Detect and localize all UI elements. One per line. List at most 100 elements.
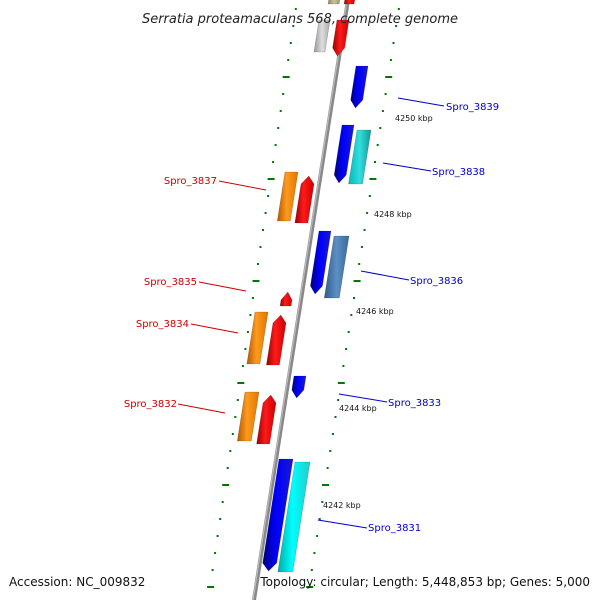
gene-block-spro-3833[interactable] xyxy=(291,375,307,399)
genome-backbone xyxy=(252,0,350,600)
tick-mark xyxy=(313,552,316,554)
gene-label-spro-3834[interactable]: Spro_3834 xyxy=(136,319,189,330)
tick-mark xyxy=(231,433,234,435)
tick-mark xyxy=(379,127,382,129)
tick-mark xyxy=(392,42,395,44)
tick-mark xyxy=(329,450,332,452)
tick-mark xyxy=(229,450,232,452)
tick-mark xyxy=(226,467,229,469)
tick-mark xyxy=(236,399,239,401)
tick-mark xyxy=(207,586,215,588)
tick-mark xyxy=(358,263,361,265)
tick-mark xyxy=(267,178,275,180)
tick-mark xyxy=(376,144,379,146)
gene-block-top-grey[interactable] xyxy=(313,19,331,53)
gene-label-spro-3837[interactable]: Spro_3837 xyxy=(164,176,217,187)
gene-block-spro-3831-blue[interactable] xyxy=(262,458,294,572)
tick-mark xyxy=(318,518,321,520)
tick-mark xyxy=(251,297,254,299)
tick-mark xyxy=(397,8,400,10)
scale-label-4246-kbp: 4246 kbp xyxy=(356,307,394,316)
tick-mark xyxy=(282,93,285,95)
tick-mark xyxy=(384,93,387,95)
gene-glyphs xyxy=(236,0,372,573)
gene-block-spro-3837-orange[interactable] xyxy=(276,171,299,222)
tick-mark xyxy=(277,127,280,129)
gene-block-spro-3836-steel[interactable] xyxy=(323,235,350,299)
tick-mark xyxy=(294,8,297,10)
leader-line-spro-3831 xyxy=(317,519,368,529)
tick-mark xyxy=(292,25,295,27)
tick-mark xyxy=(334,416,337,418)
tick-mark xyxy=(347,331,350,333)
gene-label-spro-3832[interactable]: Spro_3832 xyxy=(124,399,177,410)
tick-mark xyxy=(321,501,324,503)
tick-mark xyxy=(381,110,384,112)
tick-mark xyxy=(267,195,270,197)
gene-block-spro-3839[interactable] xyxy=(350,65,369,109)
tick-mark xyxy=(360,246,363,248)
gene-block-spro-3834-orange[interactable] xyxy=(246,311,269,365)
tick-mark xyxy=(259,246,262,248)
tick-mark xyxy=(289,42,292,44)
leader-line-spro-3832 xyxy=(177,403,226,414)
tick-mark xyxy=(287,59,290,61)
tick-mark xyxy=(322,484,329,486)
gene-block-spro-3834-red[interactable] xyxy=(266,314,287,366)
tick-mark xyxy=(337,399,340,401)
gene-block-spro-3838-blue[interactable] xyxy=(333,124,355,184)
gene-block-spro-3835[interactable] xyxy=(279,291,293,307)
gene-block-top-olive[interactable] xyxy=(327,0,341,5)
tick-mark xyxy=(353,280,361,282)
leader-line-spro-3839 xyxy=(397,97,445,107)
tick-mark xyxy=(282,76,290,78)
gene-block-spro-3832-red[interactable] xyxy=(256,394,277,445)
tick-mark xyxy=(241,365,244,367)
gene-label-spro-3836[interactable]: Spro_3836 xyxy=(410,276,463,287)
gene-block-spro-3837-red[interactable] xyxy=(294,175,315,224)
tick-mark xyxy=(389,59,392,61)
scale-label-4248-kbp: 4248 kbp xyxy=(374,210,412,219)
gene-label-spro-3833[interactable]: Spro_3833 xyxy=(388,398,441,409)
tick-mark xyxy=(385,76,393,78)
tick-mark xyxy=(221,501,224,503)
gene-block-spro-3838-teal[interactable] xyxy=(348,129,372,185)
gene-block-top-red[interactable] xyxy=(343,0,356,5)
accession-text: Accession: NC_009832 xyxy=(9,575,145,589)
tick-mark xyxy=(306,586,314,588)
genome-backbone-highlight xyxy=(252,0,348,600)
scale-label-4244-kbp: 4244 kbp xyxy=(339,404,377,413)
gene-block-spro-3832-orange[interactable] xyxy=(236,391,260,442)
tick-mark xyxy=(279,110,282,112)
scale-label-4250-kbp: 4250 kbp xyxy=(395,114,433,123)
page-title: Serratia proteamaculans 568, complete ge… xyxy=(142,12,458,27)
tick-mark xyxy=(274,144,277,146)
tick-mark xyxy=(219,518,222,520)
tick-mark xyxy=(331,433,334,435)
tick-mark xyxy=(353,297,355,299)
tick-mark xyxy=(222,484,230,486)
leader-line-spro-3835 xyxy=(198,281,247,292)
tick-mark xyxy=(369,178,377,180)
gene-label-spro-3835[interactable]: Spro_3835 xyxy=(144,277,197,288)
tick-mark xyxy=(363,229,366,231)
gene-block-spro-3836-blue[interactable] xyxy=(310,230,332,295)
tick-mark xyxy=(237,382,245,384)
tick-mark xyxy=(326,467,329,469)
gene-block-top-red-2[interactable] xyxy=(332,19,350,57)
tick-mark xyxy=(246,331,249,333)
gene-label-spro-3838[interactable]: Spro_3838 xyxy=(432,167,485,178)
tick-mark xyxy=(368,195,371,197)
tick-marks xyxy=(207,8,400,588)
tick-mark xyxy=(337,382,345,384)
gene-label-spro-3831[interactable]: Spro_3831 xyxy=(368,523,421,534)
tick-mark xyxy=(214,552,217,554)
tick-mark xyxy=(342,365,345,367)
gene-label-spro-3839[interactable]: Spro_3839 xyxy=(446,102,499,113)
tick-mark xyxy=(272,161,275,163)
tick-mark xyxy=(249,314,252,316)
tick-mark xyxy=(350,314,353,316)
tick-mark xyxy=(216,535,219,537)
gene-block-spro-3831-cyan[interactable] xyxy=(277,461,311,573)
